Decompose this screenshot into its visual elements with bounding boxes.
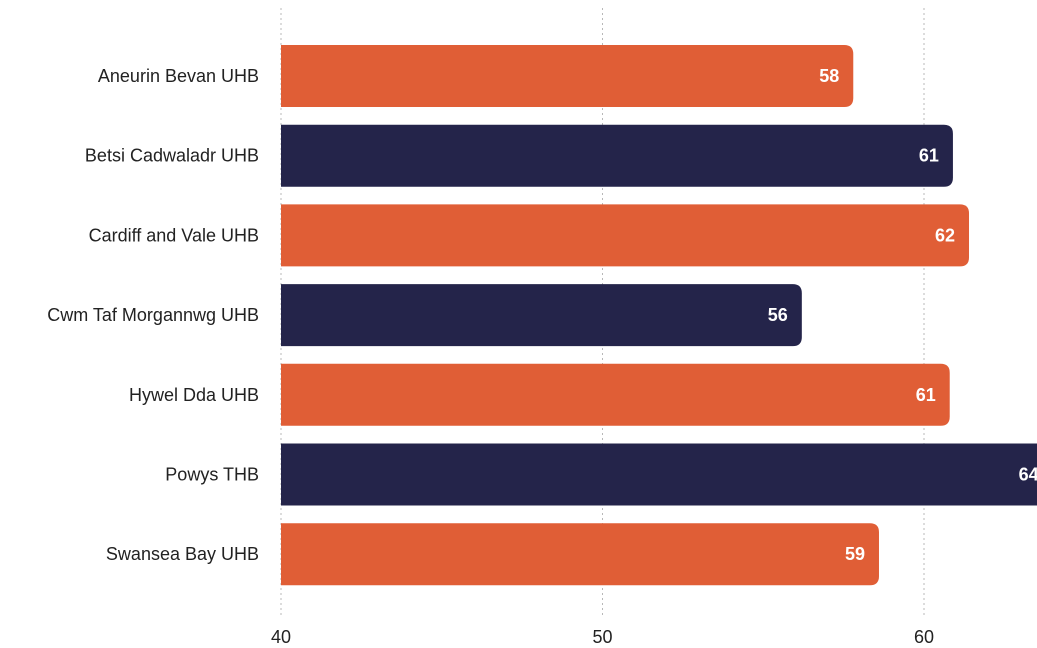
data-label: 56 bbox=[768, 305, 788, 325]
data-label: 61 bbox=[916, 385, 936, 405]
category-label: Aneurin Bevan UHB bbox=[98, 66, 259, 86]
category-label: Cardiff and Vale UHB bbox=[89, 225, 259, 245]
data-label: 58 bbox=[819, 66, 839, 86]
bar-powys-thb bbox=[281, 443, 1037, 506]
category-label: Swansea Bay UHB bbox=[106, 544, 259, 564]
data-label: 64 bbox=[1019, 465, 1037, 485]
data-label: 61 bbox=[919, 146, 939, 166]
bar-aneurin-bevan-uhb bbox=[281, 45, 854, 107]
data-label: 59 bbox=[845, 544, 865, 564]
category-label: Betsi Cadwaladr UHB bbox=[85, 146, 259, 166]
grid-layer bbox=[280, 8, 925, 615]
category-label: Cwm Taf Morgannwg UHB bbox=[47, 305, 259, 325]
bar-swansea-bay-uhb bbox=[281, 523, 879, 586]
bar-betsi-cadwaladr-uhb bbox=[281, 124, 953, 187]
bar-cwm-taf-morgannwg-uhb bbox=[281, 284, 802, 347]
bars-layer bbox=[281, 45, 1037, 586]
labels-layer: 40 50 60 Aneurin Bevan UHB 58 Betsi Cadwaladr… bbox=[47, 66, 1037, 647]
bar-hywel-dda-uhb bbox=[281, 363, 950, 426]
data-label: 62 bbox=[935, 225, 955, 245]
category-label: Hywel Dda UHB bbox=[129, 385, 259, 405]
category-label: Powys THB bbox=[165, 465, 259, 485]
x-tick-label: 40 bbox=[271, 627, 291, 647]
x-tick-label: 50 bbox=[592, 627, 612, 647]
x-tick-label: 60 bbox=[914, 627, 934, 647]
bar-cardiff-and-vale-uhb bbox=[281, 204, 970, 267]
